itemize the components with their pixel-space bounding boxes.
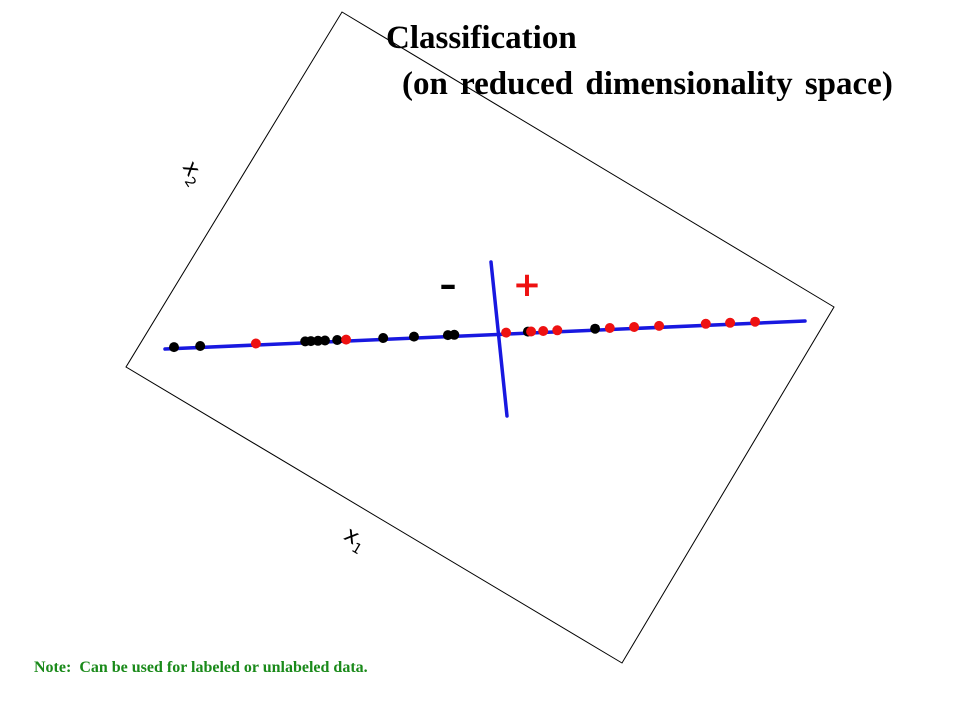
svg-text:x2: x2: [174, 156, 210, 190]
data-point-negative: [449, 329, 460, 340]
data-point-negative: [195, 341, 206, 351]
title-line-2: (on reduced dimensionality space): [402, 66, 893, 102]
data-point-positive: [526, 326, 537, 337]
data-point-negative: [320, 335, 330, 346]
data-point-positive: [654, 320, 665, 331]
data-point-negative: [169, 342, 179, 353]
data-point-negative: [332, 335, 343, 345]
data-point-positive: [538, 326, 549, 336]
x1-axis-label: x1: [337, 522, 371, 558]
title-line-1: Classification: [386, 20, 577, 56]
data-point-negative: [378, 333, 389, 343]
data-point-positive: [341, 334, 352, 345]
data-point-negative: [590, 323, 601, 334]
data-point-positive: [750, 316, 761, 327]
feature-space-frame: [125, 11, 835, 664]
data-point-positive: [629, 322, 640, 332]
x2-axis-label: x2: [174, 156, 210, 190]
svg-text:x1: x1: [337, 522, 371, 558]
positive-region-label: +: [513, 265, 542, 305]
decision-boundary-line: [489, 260, 509, 418]
data-point-positive: [725, 317, 736, 328]
data-point-negative: [313, 335, 323, 346]
data-point-positive: [552, 325, 563, 336]
data-point-positive: [250, 338, 261, 349]
projected-points: [169, 316, 761, 353]
data-point-negative: [409, 331, 419, 342]
data-point-positive: [604, 323, 615, 333]
projection-line: [163, 319, 807, 351]
data-point-positive: [700, 318, 711, 329]
data-point-negative: [305, 336, 316, 347]
note-text: Note: Can be used for labeled or unlabel…: [34, 659, 368, 676]
data-point-positive: [501, 327, 512, 338]
negative-region-label: –: [440, 265, 457, 305]
